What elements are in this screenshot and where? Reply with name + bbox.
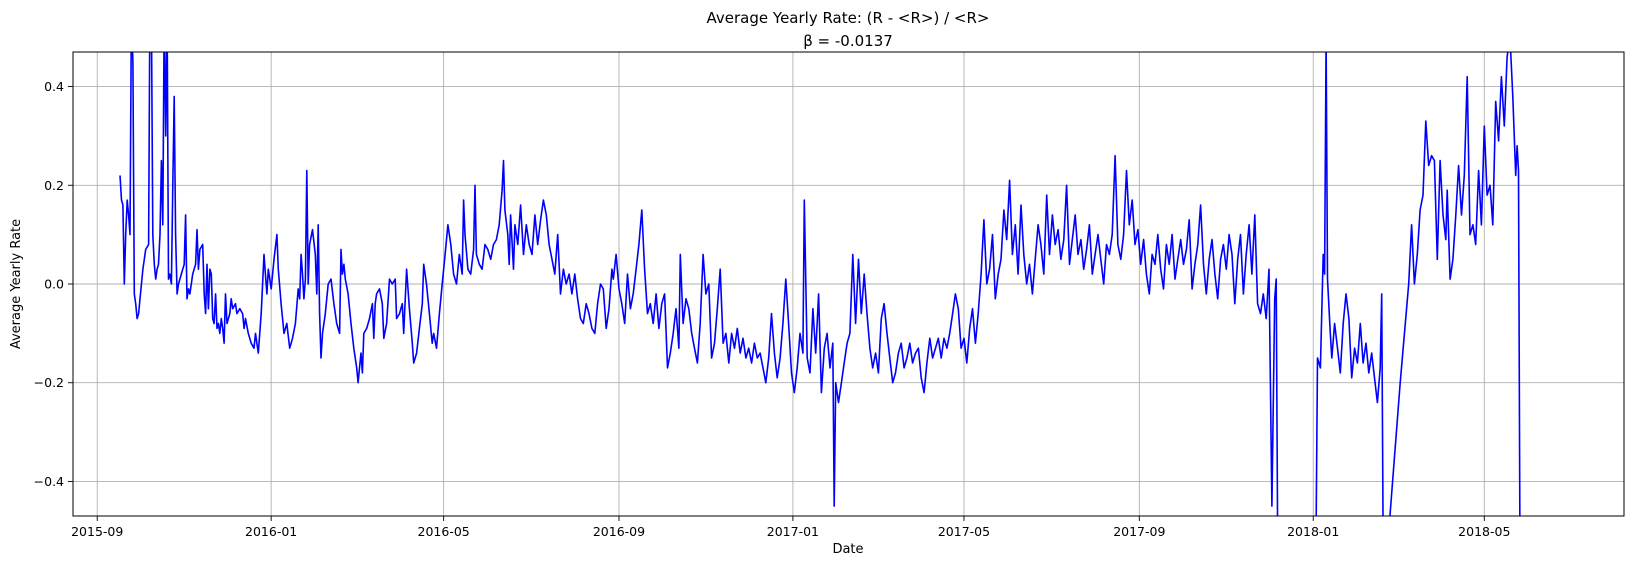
- x-tick-label: 2015-09: [71, 524, 123, 539]
- series-layer: [119, 52, 1521, 516]
- y-tick-label: 0.4: [44, 79, 64, 94]
- x-tick-label: 2018-05: [1458, 524, 1510, 539]
- series-line: [119, 52, 1521, 516]
- y-tick-label: −0.2: [34, 375, 64, 390]
- x-tick-label: 2018-01: [1287, 524, 1339, 539]
- y-tick-label: 0.2: [44, 178, 64, 193]
- x-tick-label: 2017-05: [938, 524, 990, 539]
- x-tick-label: 2017-09: [1113, 524, 1165, 539]
- x-tick-label: 2016-05: [418, 524, 470, 539]
- y-tick-label: −0.4: [34, 474, 64, 489]
- y-axis-label: Average Yearly Rate: [9, 219, 24, 349]
- chart-title: Average Yearly Rate: (R - <R>) / <R>: [707, 9, 990, 27]
- x-tick-label: 2016-09: [593, 524, 645, 539]
- chart-subtitle: β = -0.0137: [803, 32, 893, 50]
- axis-ticks: 2015-09 2016-01 2016-05 2016-09 2017-01 2017-…: [34, 79, 1511, 539]
- x-axis-label: Date: [832, 542, 863, 557]
- x-tick-label: 2016-01: [245, 524, 297, 539]
- x-tick-label: 2017-01: [767, 524, 819, 539]
- y-tick-label: 0.0: [44, 277, 64, 292]
